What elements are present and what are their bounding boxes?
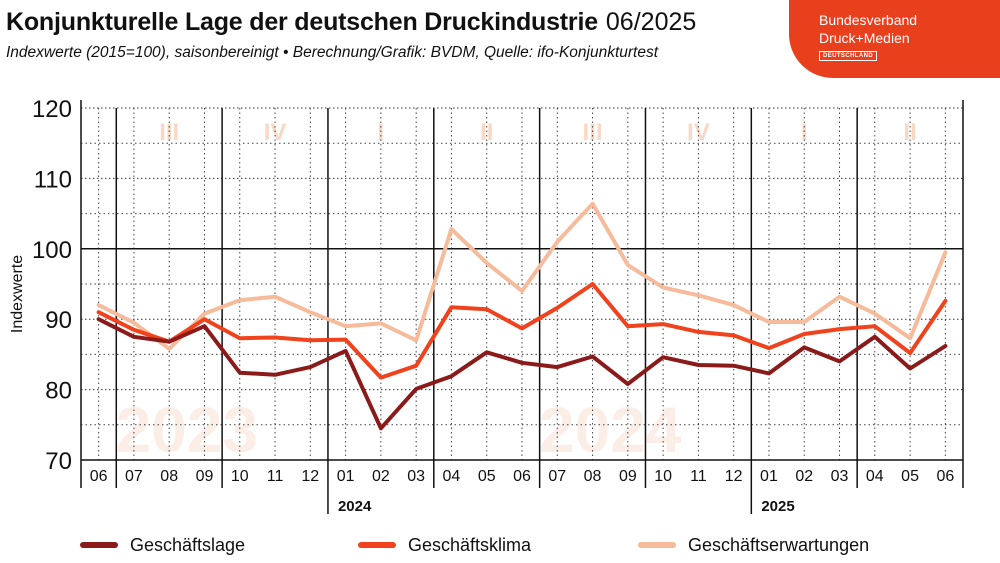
year-label: 2024 [338,498,372,515]
x-tick-label: 11 [267,468,284,485]
x-tick-label: 06 [936,468,954,485]
background-year-label: 2024 [539,394,682,466]
quarter-label: III [159,119,179,146]
x-tick-label: 12 [301,468,319,485]
quarter-label: I [378,119,385,146]
x-tick-label: 05 [901,468,919,485]
y-axis-title: Indexwerte [9,255,26,333]
x-tick-label: 11 [690,468,707,485]
x-tick-label: 05 [478,468,496,485]
y-tick-label: 110 [34,166,72,193]
y-tick-label: 80 [45,378,72,405]
x-tick-label: 08 [584,468,602,485]
legend-swatch-geschaeftsklima [358,542,396,548]
y-tick-label: 90 [45,307,72,334]
y-tick-label: 100 [32,237,72,264]
series-line-3 [96,201,948,351]
chart-title-date: 06/2025 [605,8,697,36]
x-tick-label: 04 [866,468,884,485]
x-tick-label: 12 [725,468,743,485]
logo-line-2: Druck+Medien [819,30,910,46]
x-tick-label: 06 [513,468,531,485]
year-label: 2025 [761,498,794,515]
legend-label-geschaeftslage: Geschäftslage [130,535,246,555]
logo-line-1: Bundesverband [819,12,918,28]
x-tick-label: 01 [337,468,355,485]
title-row: Konjunkturelle Lage der deutschen Drucki… [6,8,696,37]
logo-badge: DEUTSCHLAND [819,51,878,61]
x-tick-label: 09 [196,468,214,485]
quarter-label: II [903,119,916,146]
x-tick-label: 03 [407,468,425,485]
legend-label-geschaeftserwartungen: Geschäftserwartungen [688,535,870,555]
legend-swatch-geschaeftserwartungen [638,542,676,548]
x-tick-label: 01 [760,468,778,485]
legend-swatch-geschaeftslage [80,542,118,548]
x-tick-label: 02 [372,468,390,485]
x-tick-label: 04 [443,468,461,485]
y-tick-label: 70 [45,448,72,475]
quarter-label: III [583,119,603,146]
series-line-1 [96,317,948,431]
series-line-2 [96,282,948,380]
quarter-label: II [480,119,493,146]
x-tick-label: 09 [619,468,637,485]
x-tick-label: 07 [125,468,143,485]
x-tick-label: 08 [160,468,178,485]
x-tick-label: 02 [795,468,813,485]
chart-title: Konjunkturelle Lage der deutschen Drucki… [6,8,598,36]
quarter-label: IV [687,119,710,146]
quarter-label: I [801,119,808,146]
x-tick-label: 10 [654,468,672,485]
x-tick-label: 03 [831,468,849,485]
background-year-label: 2023 [116,394,258,466]
quarter-label: IV [264,119,287,146]
x-tick-label: 06 [90,468,108,485]
y-tick-label: 120 [32,96,72,123]
chart-subtitle: Indexwerte (2015=100), saisonbereinigt •… [6,44,659,61]
x-tick-label: 10 [231,468,249,485]
legend-label-geschaeftsklima: Geschäftsklima [408,535,532,555]
bvdm-logo: Bundesverband Druck+Medien DEUTSCHLAND [789,0,1000,78]
x-tick-label: 07 [548,468,566,485]
